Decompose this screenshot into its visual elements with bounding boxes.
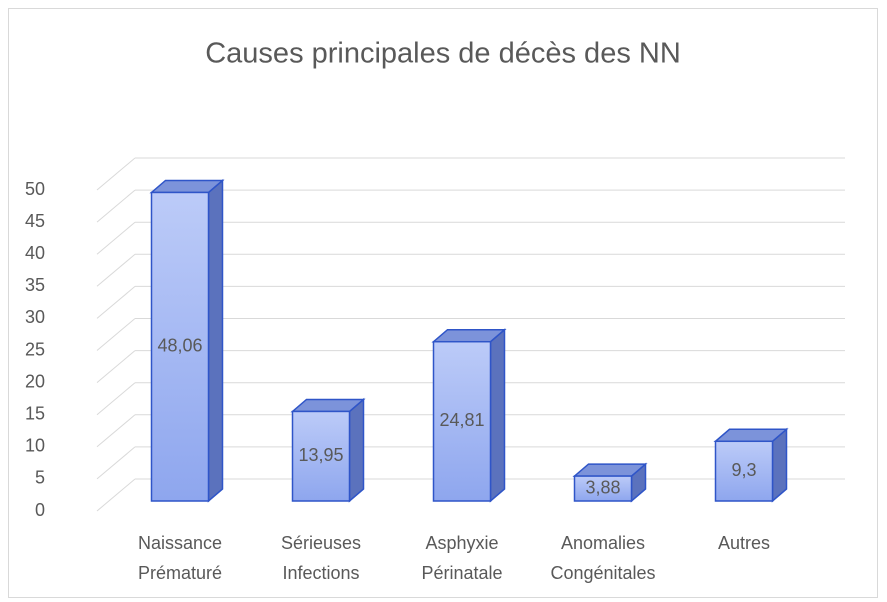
x-tick-label: Autres [717,533,771,553]
bar [291,410,351,502]
bar [150,191,210,502]
grid-line [96,350,136,383]
data-label: 24,81 [439,410,484,430]
y-tick-label: 35 [25,275,45,295]
grid-line [96,446,136,480]
data-label: 13,95 [298,445,343,465]
bar-side [489,328,506,503]
chart-border [8,8,878,598]
data-label: 9,3 [731,460,756,480]
chart-title: Causes principales de décès des NN [205,38,681,70]
x-tick-label: Sérieuses Infections [280,533,362,583]
x-tick-label: Naissance Prématuré [137,533,223,583]
grid-line [96,478,136,512]
x-tick-label: Asphyxie Périnatale [421,533,503,583]
y-tick-label: 45 [25,211,45,231]
grid-line [96,157,136,191]
y-tick-label: 40 [25,243,45,263]
y-tick-label: 25 [25,339,45,359]
grid-line [96,221,136,255]
y-tick-label: 10 [25,436,45,456]
grid-line [96,189,136,223]
bar [432,340,492,502]
bar-side [207,178,224,503]
y-tick-label: 5 [35,468,45,488]
y-tick-label: 30 [25,307,45,327]
grid-line [96,414,136,448]
grid-line [96,318,136,351]
y-tick-label: 20 [25,371,45,391]
bar [714,440,774,502]
bar [573,475,633,502]
grid-line [96,382,136,416]
y-tick-label: 0 [35,500,45,520]
y-tick-label: 50 [25,179,45,199]
y-tick-label: 15 [25,403,45,423]
grid-line [96,253,136,287]
data-label: 48,06 [157,335,202,355]
x-tick-label: Anomalies Congénitales [550,533,656,583]
bar-side [348,397,365,503]
grid-line [96,286,136,319]
data-label: 3,88 [585,477,620,497]
